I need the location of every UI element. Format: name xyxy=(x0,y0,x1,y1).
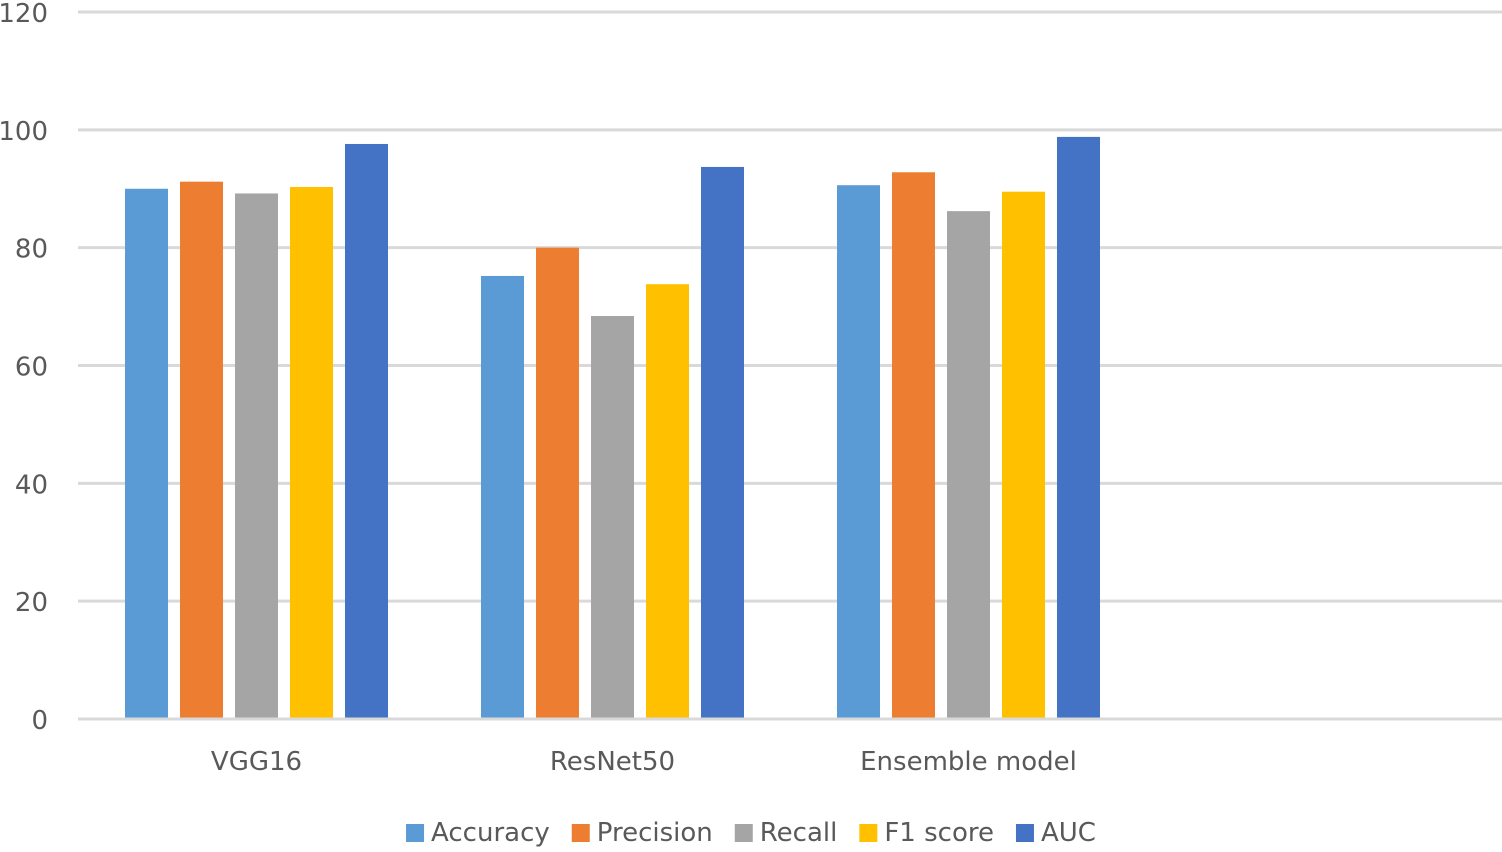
bar-recall-ensemble-model xyxy=(947,211,990,718)
bar-recall-vgg16 xyxy=(235,193,278,718)
bar-recall-resnet50 xyxy=(591,316,634,718)
legend-label: Precision xyxy=(597,818,713,848)
y-tick-label: 120 xyxy=(0,0,48,29)
bar-accuracy-vgg16 xyxy=(125,188,168,718)
legend-swatch xyxy=(859,824,878,842)
legend-item-accuracy: Accuracy xyxy=(406,818,550,848)
legend-item-f1-score: F1 score xyxy=(859,818,994,848)
y-tick-label: 0 xyxy=(31,706,48,736)
x-category-label: ResNet50 xyxy=(550,747,675,777)
bars xyxy=(125,136,1100,718)
legend: Accuracy Precision Recall F1 score AUC xyxy=(406,818,1096,848)
y-tick-label: 60 xyxy=(15,353,48,383)
legend-label: AUC xyxy=(1041,818,1096,848)
bar-precision-vgg16 xyxy=(180,181,223,718)
y-tick-label: 80 xyxy=(15,235,48,265)
legend-label: Accuracy xyxy=(431,818,550,848)
legend-item-precision: Precision xyxy=(571,818,713,848)
legend-label: Recall xyxy=(760,818,838,848)
bar-f1-score-vgg16 xyxy=(290,186,333,718)
legend-label: F1 score xyxy=(884,818,994,848)
y-tick-label: 20 xyxy=(15,588,48,618)
bar-accuracy-resnet50 xyxy=(481,275,524,718)
y-tick-label: 100 xyxy=(0,117,48,147)
legend-swatch xyxy=(734,824,753,842)
legend-item-auc: AUC xyxy=(1015,818,1096,848)
bar-f1-score-ensemble-model xyxy=(1002,191,1045,718)
y-tick-label: 40 xyxy=(15,470,48,500)
x-category-label: Ensemble model xyxy=(860,747,1077,777)
bar-precision-resnet50 xyxy=(536,247,579,718)
x-category-label: VGG16 xyxy=(211,747,302,777)
legend-swatch xyxy=(1015,824,1034,842)
bar-auc-resnet50 xyxy=(701,166,744,718)
bar-f1-score-resnet50 xyxy=(646,284,689,718)
legend-swatch xyxy=(406,824,425,842)
bar-accuracy-ensemble-model xyxy=(837,185,880,718)
bar-precision-ensemble-model xyxy=(892,172,935,718)
legend-item-recall: Recall xyxy=(734,818,838,848)
bar-auc-vgg16 xyxy=(345,143,388,718)
bar-auc-ensemble-model xyxy=(1057,136,1100,718)
legend-swatch xyxy=(571,824,590,842)
y-axis-ticks: 0 20 40 60 80 100 120 xyxy=(0,0,48,736)
x-axis: VGG16 ResNet50 Ensemble model xyxy=(211,747,1077,777)
